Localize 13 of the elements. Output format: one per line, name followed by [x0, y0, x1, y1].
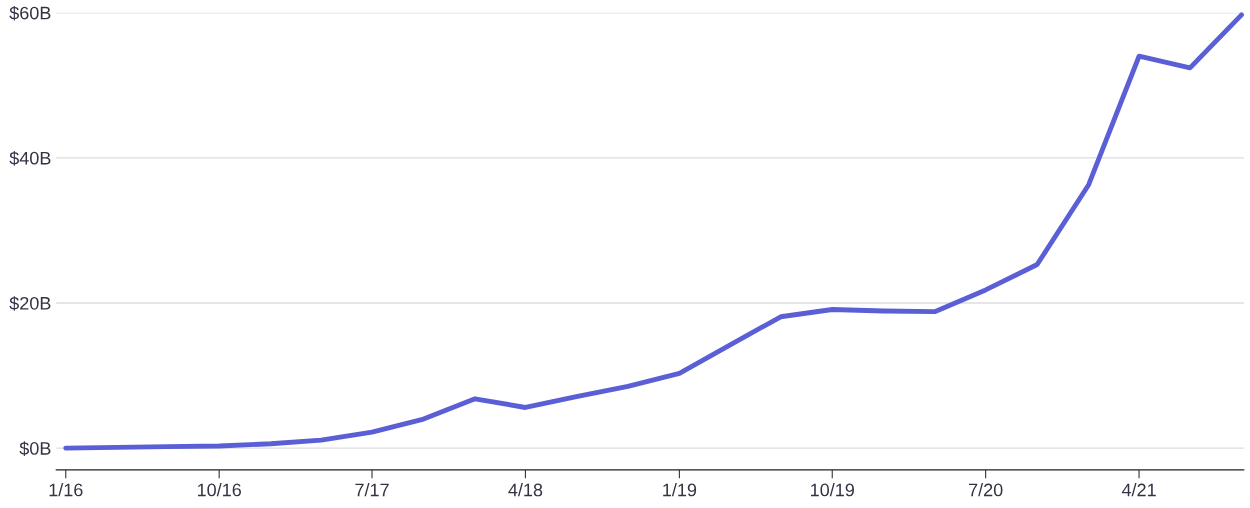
- x-tick-label: 4/18: [508, 483, 543, 497]
- x-tick-label: 10/19: [811, 483, 854, 497]
- y-tick-label: $40B: [9, 151, 51, 166]
- x-tick-label: 10/16: [197, 483, 241, 497]
- x-tick-label: 7/20: [969, 483, 1003, 497]
- y-tick-label: $20B: [9, 296, 51, 311]
- y-tick-label: $60B: [9, 5, 51, 21]
- x-tick-label: 4/21: [1121, 483, 1156, 497]
- x-tick-label: 1/16: [49, 483, 83, 497]
- x-tick-label: 1/19: [663, 483, 697, 497]
- line-series: [63, 12, 1244, 451]
- y-tick-label: $0B: [19, 441, 51, 456]
- x-tick-label: 7/17: [355, 483, 389, 497]
